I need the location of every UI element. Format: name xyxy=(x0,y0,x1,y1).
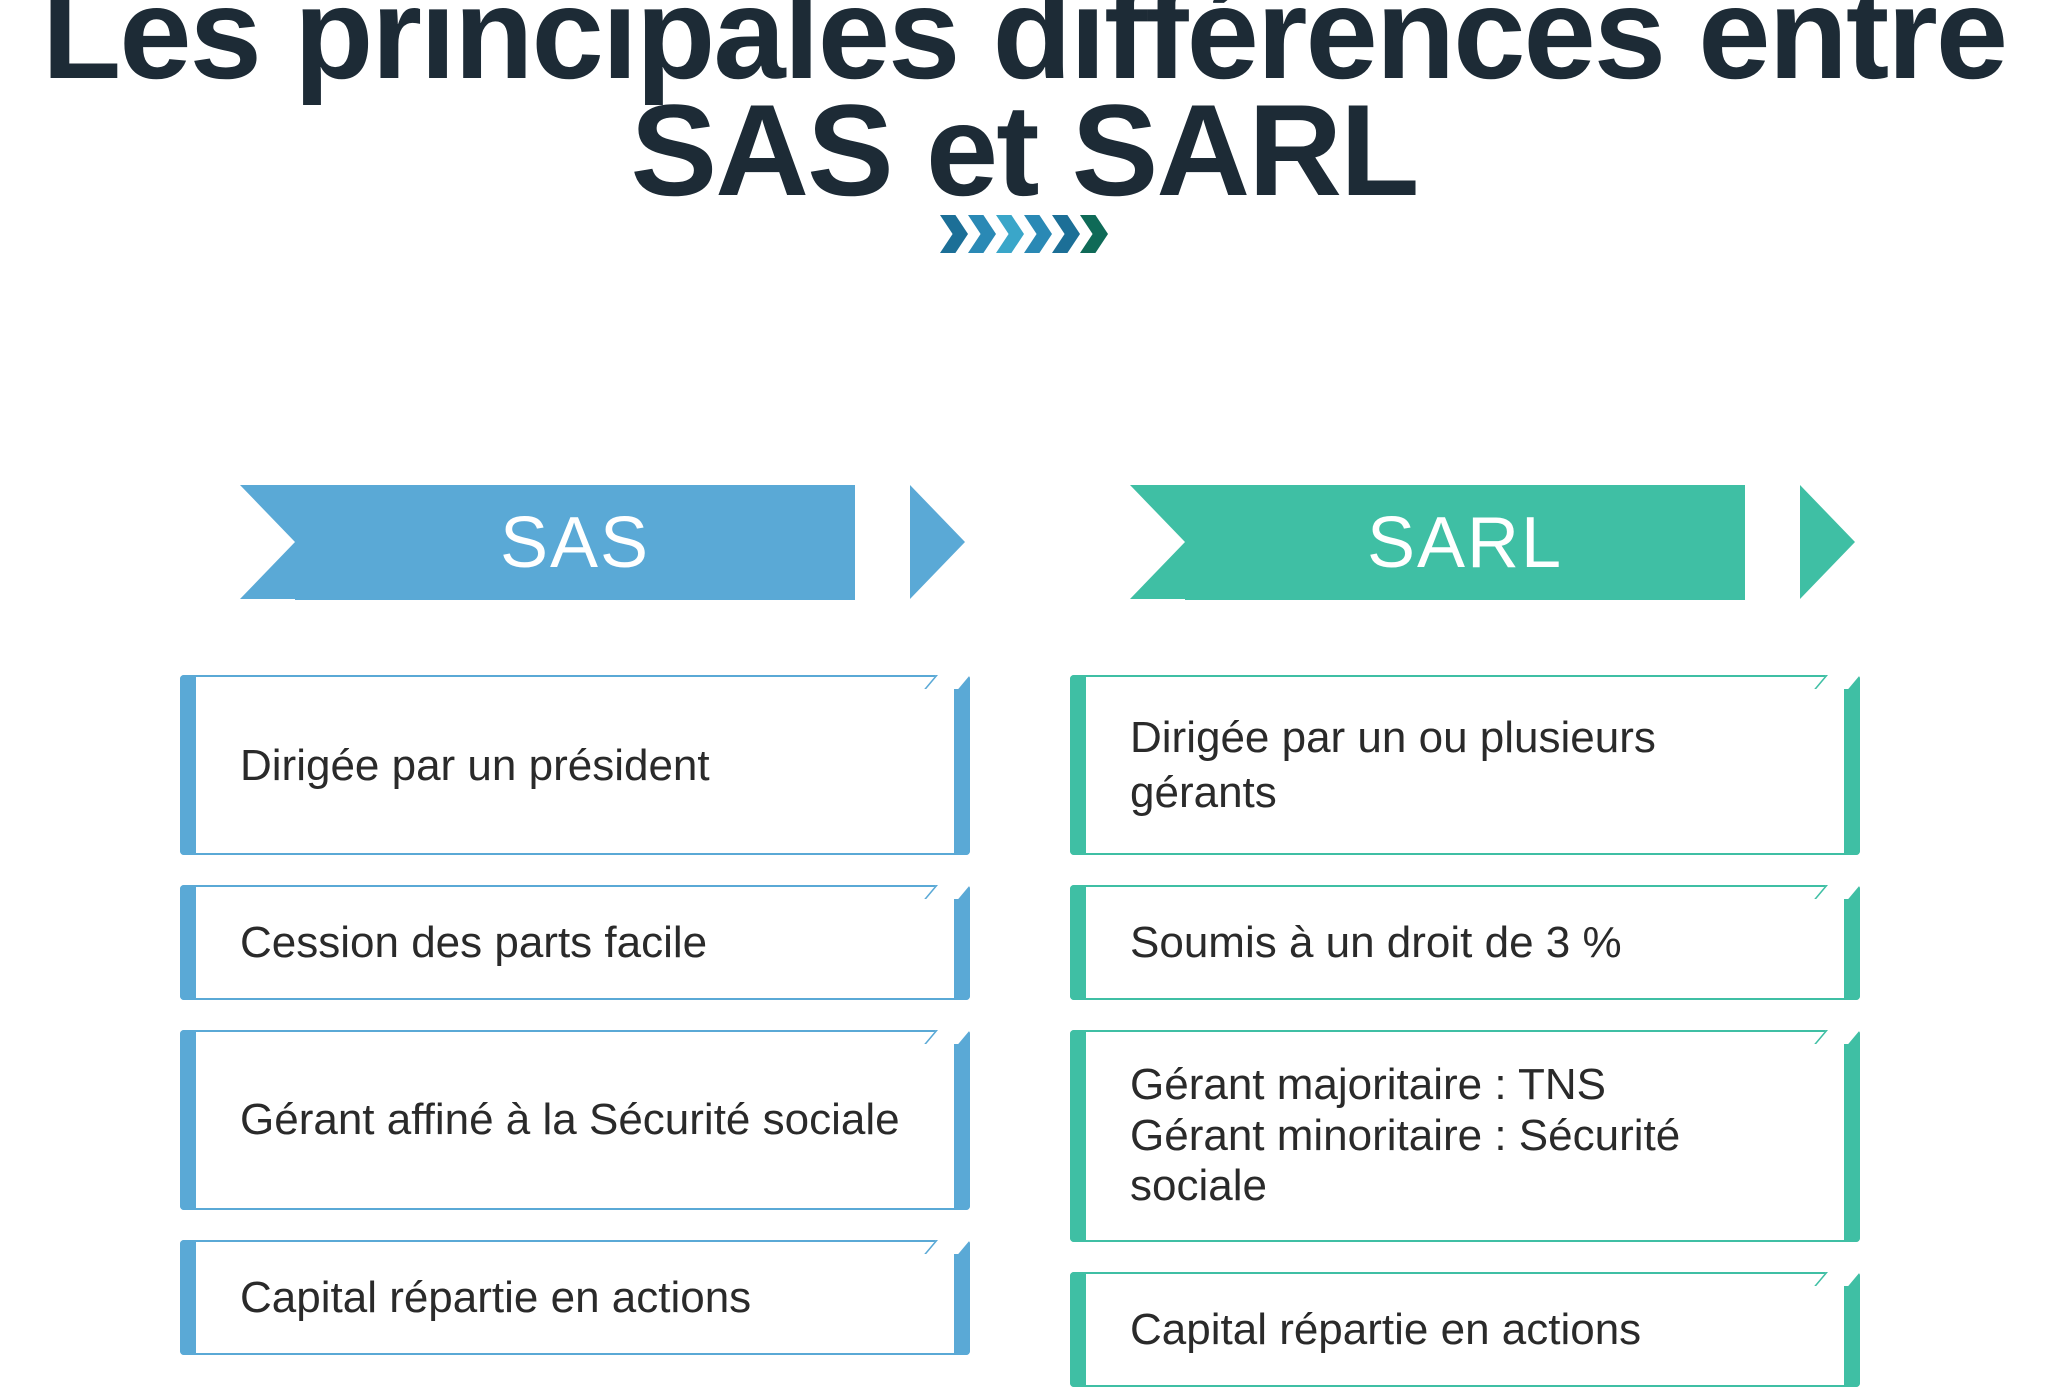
box-accent-left xyxy=(180,885,196,1000)
info-box-text: Cession des parts facile xyxy=(240,915,707,970)
info-box-text: Capital répartie en actions xyxy=(1130,1302,1641,1357)
info-box-text: Dirigée par un président xyxy=(240,738,710,793)
info-box-text: Gérant majoritaire : TNSGérant minoritai… xyxy=(1130,1060,1810,1212)
info-box-text: Gérant affiné à la Sécurité sociale xyxy=(240,1095,900,1146)
info-box: Capital répartie en actions xyxy=(1070,1272,1860,1387)
chevron-icon xyxy=(996,215,1024,253)
chevron-icon xyxy=(940,215,968,253)
info-box: Soumis à un droit de 3 % xyxy=(1070,885,1860,1000)
chevron-icon xyxy=(1052,215,1080,253)
info-box: Dirigée par un président xyxy=(180,675,970,855)
column-header-sas: SAS xyxy=(240,485,910,600)
box-accent-right xyxy=(954,1030,970,1210)
box-accent-right xyxy=(1844,1272,1860,1387)
box-accent-left xyxy=(180,1030,196,1210)
chevron-icon xyxy=(1024,215,1052,253)
info-box: Capital répartie en actions xyxy=(180,1240,970,1355)
box-accent-right xyxy=(1844,675,1860,855)
column-header-sarl: SARL xyxy=(1130,485,1800,600)
chevron-icon xyxy=(1080,215,1108,253)
column-header-label: SAS xyxy=(240,485,910,600)
info-box-text: Capital répartie en actions xyxy=(240,1270,751,1325)
info-box: Dirigée par un ou plusieurs gérants xyxy=(1070,675,1860,855)
box-accent-left xyxy=(1070,1030,1086,1242)
columns-container: SAS Dirigée par un président Cession des p… xyxy=(180,485,1860,1400)
info-box-text: Dirigée par un ou plusieurs gérants xyxy=(1130,710,1810,820)
box-accent-right xyxy=(954,885,970,1000)
box-accent-left xyxy=(180,675,196,855)
page-title-line2: SAS et SARL xyxy=(0,75,2048,225)
info-box-text: Soumis à un droit de 3 % xyxy=(1130,915,1622,970)
info-box: Gérant majoritaire : TNSGérant minoritai… xyxy=(1070,1030,1860,1242)
box-accent-right xyxy=(1844,1030,1860,1242)
box-accent-left xyxy=(1070,675,1086,855)
box-accent-right xyxy=(954,1240,970,1355)
chevron-icon xyxy=(968,215,996,253)
column-header-label: SARL xyxy=(1130,485,1800,600)
box-accent-left xyxy=(1070,1272,1086,1387)
infographic-root: Les principales différences entre SAS et… xyxy=(0,0,2048,1400)
column-sarl: SARL Dirigée par un ou plusieurs gérants S… xyxy=(1070,485,1860,1400)
box-accent-left xyxy=(1070,885,1086,1000)
info-box: Gérant affiné à la Sécurité sociale xyxy=(180,1030,970,1210)
box-accent-right xyxy=(954,675,970,855)
divider-chevrons xyxy=(940,215,1108,253)
column-sas: SAS Dirigée par un président Cession des p… xyxy=(180,485,970,1400)
box-accent-left xyxy=(180,1240,196,1355)
box-accent-right xyxy=(1844,885,1860,1000)
info-box: Cession des parts facile xyxy=(180,885,970,1000)
